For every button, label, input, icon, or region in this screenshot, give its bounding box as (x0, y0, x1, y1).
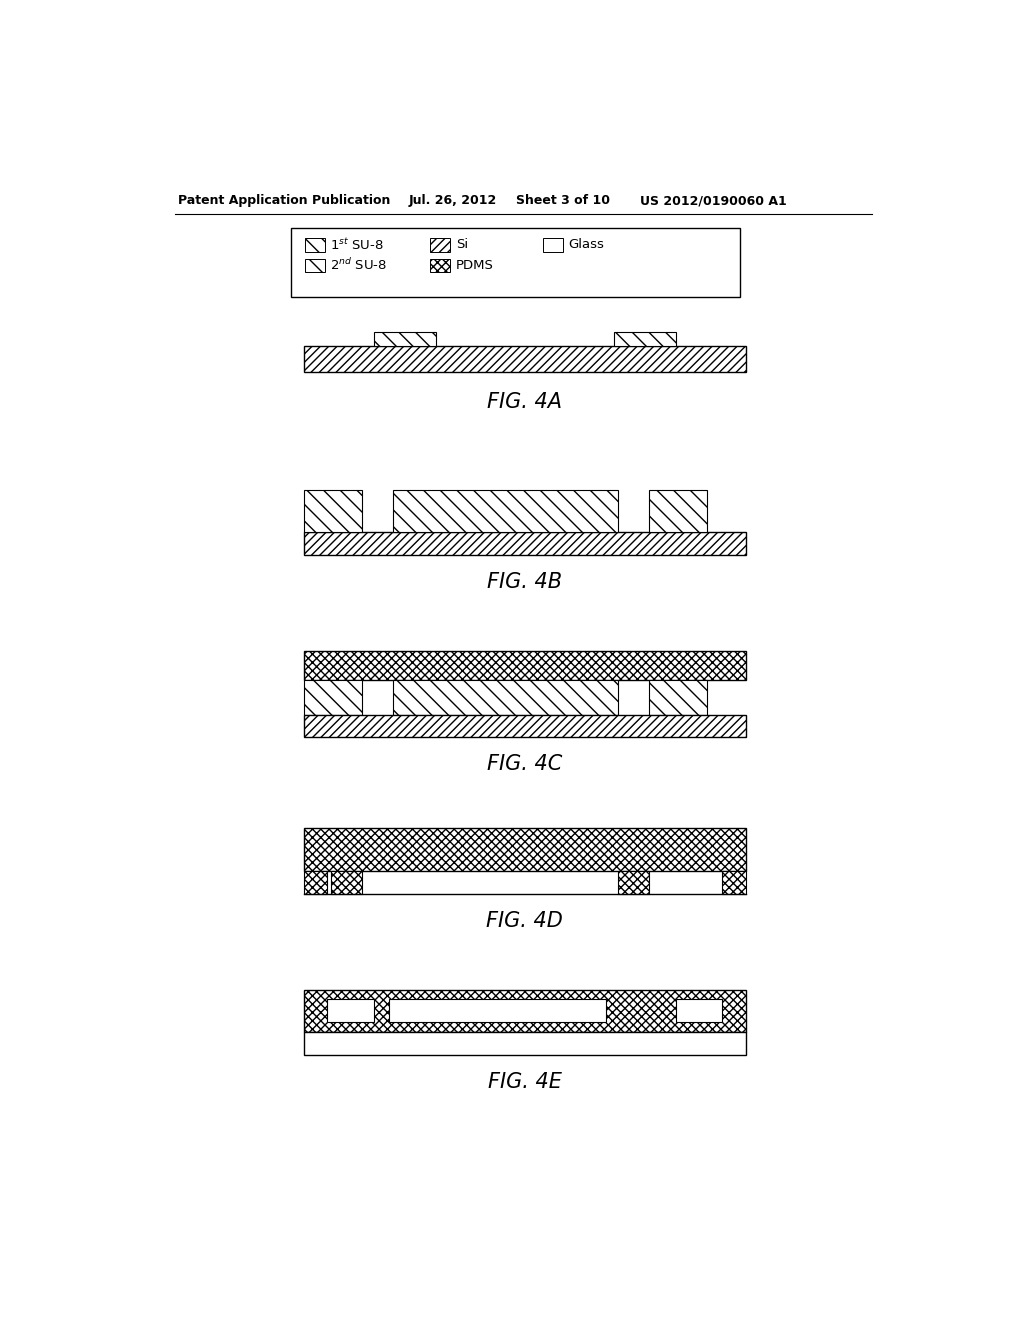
Text: Patent Application Publication: Patent Application Publication (178, 194, 391, 207)
Bar (304, 346, 745, 372)
Bar (304, 490, 362, 532)
Bar (543, 238, 563, 252)
Bar (304, 1032, 745, 1056)
Bar (304, 651, 745, 681)
Bar (305, 238, 325, 252)
Bar (649, 681, 707, 715)
Text: 1$^{st}$ SU-8: 1$^{st}$ SU-8 (331, 236, 384, 252)
Bar (389, 999, 606, 1022)
Bar (331, 871, 362, 894)
Text: Si: Si (456, 238, 468, 251)
Text: PDMS: PDMS (456, 259, 494, 272)
Bar (304, 681, 362, 715)
Bar (304, 532, 745, 554)
Bar (374, 331, 435, 346)
Text: Sheet 3 of 10: Sheet 3 of 10 (515, 194, 609, 207)
Bar (393, 490, 617, 532)
Text: FIG. 4E: FIG. 4E (487, 1072, 562, 1093)
Bar (676, 999, 722, 1022)
Bar (328, 999, 374, 1022)
Bar (304, 990, 745, 1032)
Bar (304, 829, 745, 871)
Bar (304, 715, 745, 737)
Bar (393, 681, 617, 715)
Bar (304, 871, 328, 894)
Text: FIG. 4B: FIG. 4B (487, 572, 562, 591)
Text: 2$^{nd}$ SU-8: 2$^{nd}$ SU-8 (331, 257, 387, 273)
Bar (430, 259, 451, 272)
Bar (430, 238, 451, 252)
Text: FIG. 4D: FIG. 4D (486, 911, 563, 931)
Bar (614, 331, 676, 346)
Text: US 2012/0190060 A1: US 2012/0190060 A1 (640, 194, 786, 207)
Bar (722, 871, 745, 894)
Bar (305, 259, 325, 272)
Bar (617, 871, 649, 894)
Text: Jul. 26, 2012: Jul. 26, 2012 (409, 194, 497, 207)
Bar (649, 490, 707, 532)
Text: FIG. 4C: FIG. 4C (487, 754, 562, 774)
Bar (291, 227, 740, 297)
Text: Glass: Glass (568, 238, 604, 251)
Text: FIG. 4A: FIG. 4A (487, 392, 562, 412)
